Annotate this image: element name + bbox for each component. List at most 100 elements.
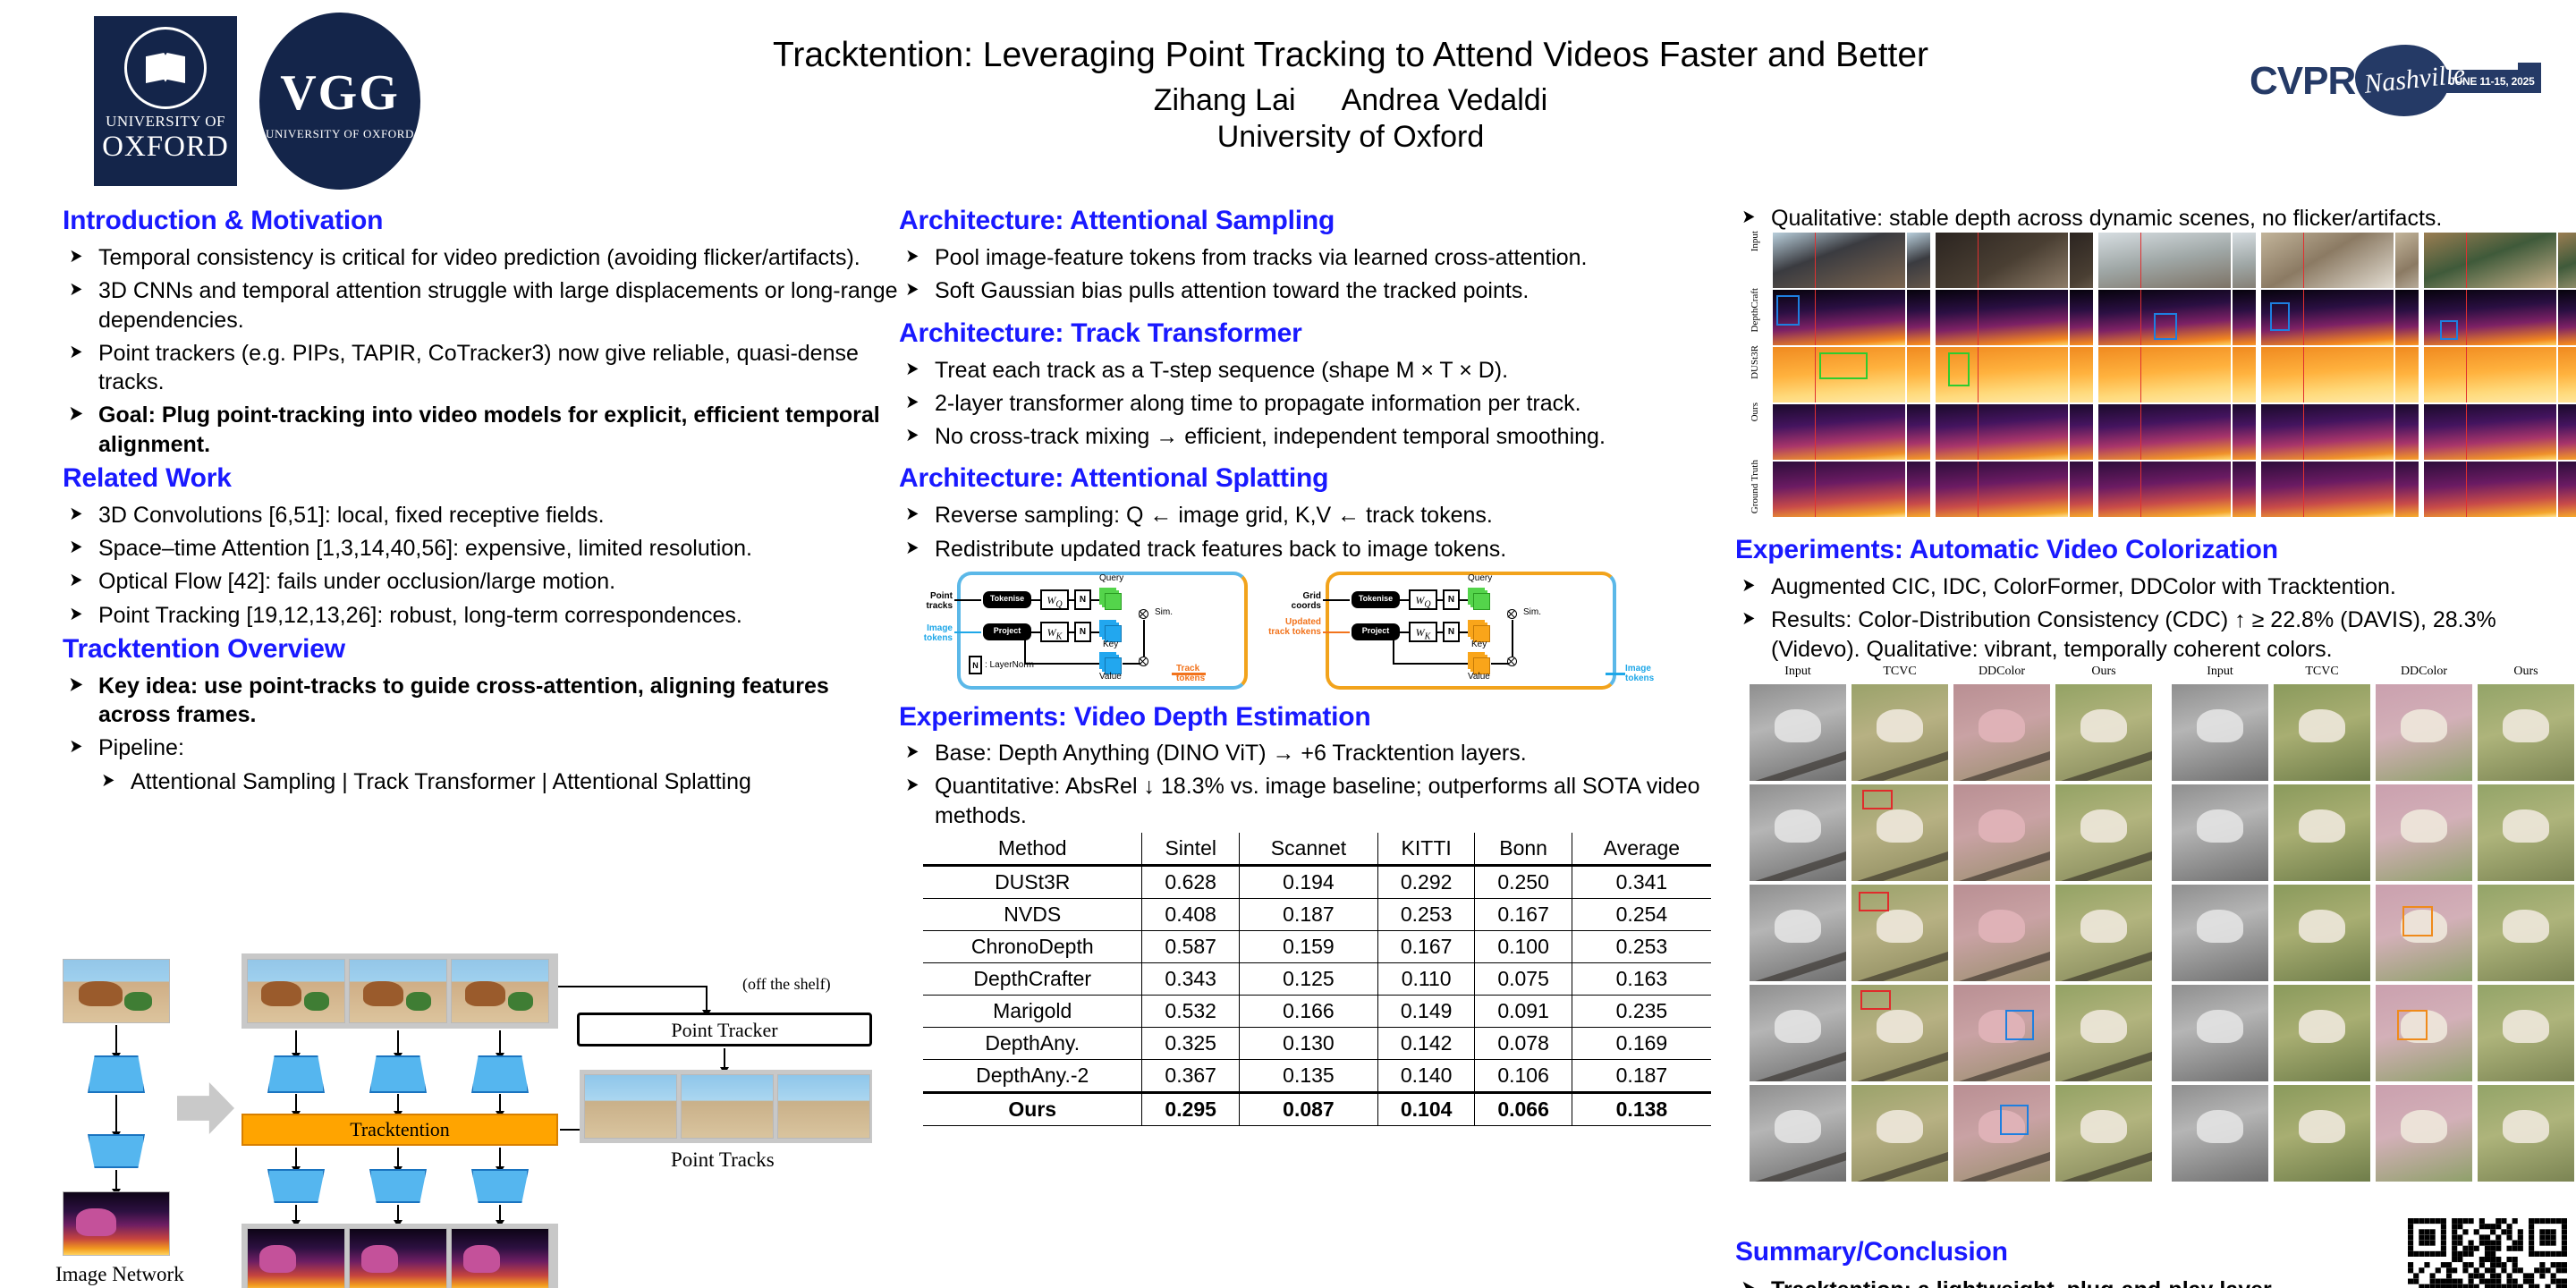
annotation-box [1862, 790, 1893, 809]
subject-shape [2299, 1010, 2345, 1043]
depth-grid-slice [2233, 347, 2256, 402]
colorization-grid-cell [2274, 684, 2370, 781]
arrow-down [496, 1148, 504, 1174]
vgg-logo: VGG UNIVERSITY OF OXFORD [259, 13, 420, 190]
depth-grid-slice [2558, 462, 2576, 517]
annotation-box [1776, 295, 1800, 326]
subject-shape [2503, 910, 2549, 943]
qr-code[interactable] [2408, 1218, 2567, 1288]
section-heading-video-depth: Experiments: Video Depth Estimation [899, 702, 1371, 732]
table-cell: 0.295 [1141, 1092, 1240, 1126]
colorization-grid-cell [1953, 684, 2050, 781]
colorization-grid-cell [2376, 1085, 2472, 1182]
oxford-logo-line1: UNIVERSITY OF [106, 113, 225, 130]
guitar-headstock-icon [2518, 63, 2541, 75]
depth-grid-slice [2395, 233, 2419, 288]
arrow-down [496, 1205, 504, 1227]
depth-grid-cell [1773, 290, 1905, 345]
section-heading-summary: Summary/Conclusion [1735, 1237, 2008, 1267]
subject-shape [1877, 809, 1923, 843]
left-input-point-tracks-label: Point tracks [926, 591, 953, 611]
connector-line [1460, 599, 1468, 601]
colorization-grid-cell [1852, 885, 1948, 981]
connector-line [1393, 663, 1468, 665]
depth-grid-cell [2261, 404, 2394, 460]
author-2: Andrea Vedaldi [1341, 82, 1548, 117]
oxford-logo-line2: OXFORD [102, 131, 229, 163]
connector-line [1024, 632, 1026, 664]
depth-grid-slice [2395, 462, 2419, 517]
colorization-grid-cell [2478, 1085, 2574, 1182]
table-cell: NVDS [923, 898, 1143, 931]
summary-bullet-list: Tracktention: a lightweight, plug-and-pl… [1735, 1275, 2361, 1288]
colorization-grid-cell [1750, 684, 1846, 781]
slice-marker-line [1978, 347, 1979, 402]
colorization-column-header: TCVC [1883, 665, 1917, 678]
fence-line [1953, 746, 2050, 781]
list-item: Space–time Attention [1,3,14,40,56]: exp… [63, 534, 899, 563]
decoder-block [471, 1169, 529, 1203]
table-row: DUSt3R 0.628 0.194 0.292 0.250 0.341 [923, 865, 1711, 899]
encoder-block [369, 1055, 427, 1093]
table-cell: 0.628 [1141, 865, 1240, 899]
depth-bullet-list: Base: Depth Anything (DINO ViT) → +6 Tra… [899, 739, 1735, 835]
list-item: Optical Flow [42]: fails under occlusion… [63, 567, 899, 596]
list-item: Base: Depth Anything (DINO ViT) → +6 Tra… [899, 739, 1735, 767]
colorization-grid-cell [1750, 784, 1846, 881]
annotation-box [2005, 1010, 2034, 1040]
connector-line [954, 631, 981, 633]
arrow-down [702, 986, 711, 1017]
connector-line [1024, 663, 1099, 665]
table-cell: 0.163 [1571, 962, 1711, 996]
subject-shape [2401, 809, 2447, 843]
colorization-grid-cell [2055, 885, 2152, 981]
table-cell: ChronoDepth [923, 930, 1143, 963]
table-cell: DepthAny.-2 [923, 1059, 1143, 1093]
input-frame-image [63, 959, 170, 1023]
annotation-box [1948, 352, 1970, 386]
connector-line [1400, 599, 1409, 601]
fence-line [1953, 1046, 2050, 1081]
depth-grid-row-label: DepthCraft [1750, 288, 1760, 333]
table-cell: 0.140 [1377, 1059, 1476, 1093]
colorization-column-header: TCVC [2305, 665, 2339, 678]
depth-grid-cell [2424, 233, 2556, 288]
depth-grid-cell [2098, 462, 2231, 517]
annotation-box [2397, 1010, 2428, 1040]
list-item: Qualitative: stable depth across dynamic… [1735, 204, 2572, 233]
connector-line [1123, 663, 1140, 665]
list-item: 3D CNNs and temporal attention struggle … [63, 276, 899, 335]
table-cell: 0.142 [1377, 1027, 1476, 1060]
slice-marker-line [1815, 347, 1817, 402]
point-track-image [777, 1074, 870, 1139]
annotation-box [2154, 313, 2177, 340]
table-cell: 0.187 [1571, 1059, 1711, 1093]
colorization-column-header: Ours [2091, 665, 2116, 678]
subject-shape [1775, 1110, 1821, 1143]
depth-grid-cell [1773, 233, 1905, 288]
table-col-header: Bonn [1474, 833, 1572, 867]
list-item: Treat each track as a T-step sequence (s… [899, 356, 1735, 385]
left-column: Introduction & Motivation Temporal consi… [55, 206, 899, 1288]
subject-shape [2503, 1010, 2549, 1043]
cvpr-logo: CVPR JUNE 11-15, 2025 Nashville [2250, 43, 2541, 118]
right-input-grid-coords-label: Grid coords [1291, 591, 1321, 611]
subject-shape [1775, 709, 1821, 742]
depth-grid-cell [2261, 233, 2394, 288]
connector-line [1437, 631, 1443, 633]
connector-line [1323, 631, 1350, 633]
matmul-icon [1507, 657, 1517, 666]
colorization-column-header: DDColor [1978, 665, 2026, 678]
colorization-grid-cell [2055, 784, 2152, 881]
depth-qualitative-grid: Input DepthCraft DUSt3R Ours Ground Truth [1750, 231, 2576, 517]
video-frame-image [349, 959, 447, 1023]
connector-line [1460, 631, 1468, 633]
colorization-grid-cell [1953, 885, 2050, 981]
fence-line [1852, 1147, 1948, 1182]
colorization-grid-cell [2274, 784, 2370, 881]
point-tracks-caption: Point Tracks [671, 1148, 775, 1171]
table-cell: 0.130 [1238, 1027, 1378, 1060]
slice-marker-line [1815, 404, 1817, 460]
connector-line [1031, 599, 1040, 601]
